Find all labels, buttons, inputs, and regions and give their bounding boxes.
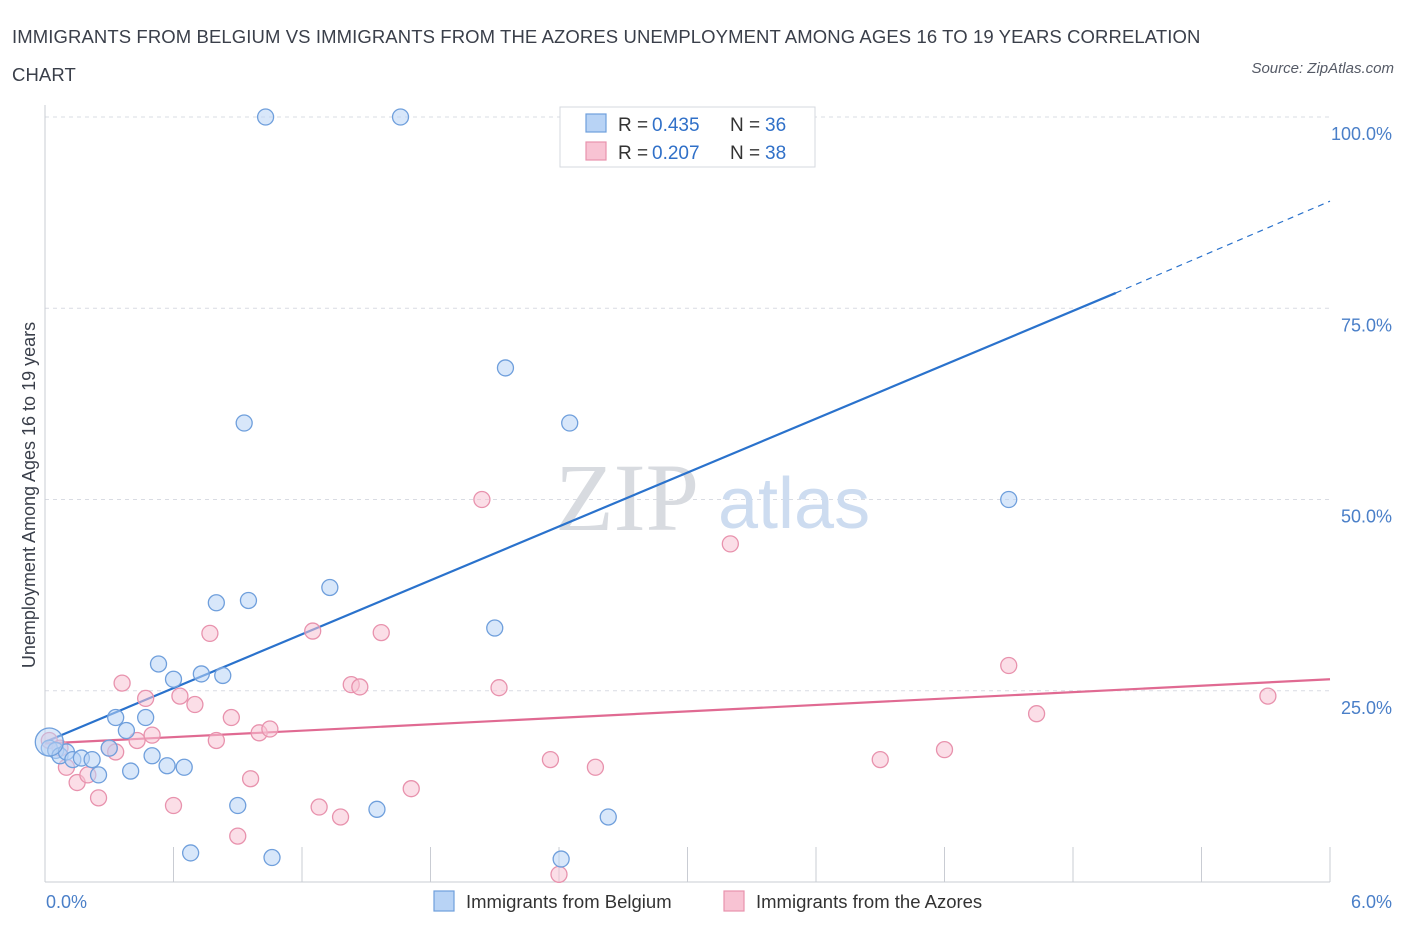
source-credit: Source: ZipAtlas.com — [1251, 60, 1394, 77]
azores-point-16 — [207, 731, 225, 750]
bottom-legend-belgium: Immigrants from Belgium — [466, 891, 672, 912]
legend-r-value-belgium: 0.435 — [652, 115, 700, 136]
legend-n-label-belgium: N = — [730, 115, 760, 136]
azores-point-31 — [541, 750, 560, 769]
azores-point-13 — [171, 687, 189, 705]
x-tick-labels: 0.0% 6.0% — [46, 892, 1392, 912]
y-axis-label: Unemployment Among Ages 16 to 19 years — [19, 322, 39, 668]
azores-point-27 — [372, 623, 390, 642]
watermark: ZIP atlas — [555, 444, 870, 551]
azores-point-10 — [137, 689, 155, 708]
bottom-legend-swatch-azores — [723, 890, 745, 912]
watermark-atlas: atlas — [718, 464, 870, 544]
belgium-point-10 — [117, 721, 136, 740]
belgium-point-11 — [122, 762, 140, 780]
azores-point-11 — [143, 726, 161, 744]
belgium-point-31 — [496, 359, 515, 377]
belgium-point-26 — [263, 848, 281, 867]
series-legend: Immigrants from Belgium Immigrants from … — [433, 890, 982, 912]
azores-point-36 — [1000, 656, 1018, 675]
correlation-legend: R = 0.435 N = 36 R = 0.207 N = 38 — [559, 106, 816, 168]
azores-point-33 — [721, 535, 739, 553]
belgium-point-12 — [137, 708, 155, 727]
belgium-point-16 — [164, 670, 183, 688]
legend-n-value-azores: 38 — [765, 143, 786, 164]
belgium-point-24 — [239, 591, 258, 610]
azores-point-19 — [241, 770, 260, 788]
azores-point-34 — [871, 750, 889, 769]
azores-point-14 — [186, 695, 204, 714]
belgium-point-34 — [599, 808, 617, 826]
belgium-point-8 — [100, 739, 118, 757]
azores-point-32 — [586, 758, 605, 776]
bottom-legend-azores: Immigrants from the Azores — [756, 891, 982, 912]
azores-point-28 — [402, 780, 420, 798]
belgium-point-32 — [552, 850, 570, 868]
belgium-point-18 — [181, 844, 200, 862]
y-tick-labels: 100.0% 75.0% 50.0% 25.0% — [1331, 124, 1392, 718]
belgium-point-35 — [1000, 490, 1018, 509]
trend-line-azores — [44, 678, 1331, 745]
belgium-point-cluster — [34, 727, 64, 757]
legend-n-label-azores: N = — [730, 143, 760, 164]
azores-point-9 — [128, 731, 146, 750]
belgium-point-6 — [83, 750, 101, 769]
belgium-point-29 — [391, 108, 410, 126]
azores-point-30 — [490, 679, 508, 697]
belgium-point-7 — [89, 766, 108, 784]
legend-r-label-azores: R = — [618, 143, 648, 164]
bottom-legend-swatch-belgium — [433, 890, 455, 912]
belgium-points — [34, 108, 1018, 868]
azores-point-24 — [331, 808, 350, 826]
azores-point-18 — [229, 827, 247, 845]
belgium-point-14 — [149, 655, 168, 673]
azores-point-5 — [89, 789, 108, 807]
belgium-point-25 — [256, 108, 275, 126]
x-tick-label-min: 0.0% — [46, 892, 87, 912]
belgium-point-13 — [143, 747, 161, 765]
belgium-point-27 — [321, 578, 339, 597]
chart-title: IMMIGRANTS FROM BELGIUM VS IMMIGRANTS FR… — [12, 26, 1201, 85]
azores-points — [40, 490, 1277, 883]
belgium-point-28 — [368, 800, 386, 818]
grid-lines — [45, 116, 1330, 692]
trend-lines — [44, 200, 1331, 745]
azores-point-23 — [310, 798, 328, 816]
y-tick-label-2: 50.0% — [1341, 507, 1392, 527]
azores-point-22 — [304, 622, 322, 640]
belgium-point-20 — [207, 594, 225, 612]
azores-point-39 — [550, 865, 568, 883]
azores-point-8 — [113, 674, 131, 692]
azores-point-38 — [1259, 687, 1277, 705]
azores-point-17 — [222, 708, 240, 727]
trend-line-belgium-extension — [1115, 200, 1331, 294]
legend-n-value-belgium: 36 — [765, 115, 786, 136]
belgium-point-9 — [107, 708, 125, 727]
belgium-point-33 — [561, 414, 579, 432]
legend-r-label-belgium: R = — [618, 115, 648, 136]
y-tick-label-3: 25.0% — [1341, 698, 1392, 718]
y-tick-label-1: 75.0% — [1341, 315, 1392, 335]
azores-point-29 — [473, 490, 491, 509]
y-tick-label-0: 100.0% — [1331, 124, 1392, 144]
azores-point-21 — [261, 720, 279, 738]
belgium-point-21 — [214, 666, 232, 685]
belgium-point-17 — [175, 758, 193, 776]
azores-point-37 — [1027, 705, 1046, 723]
belgium-point-15 — [158, 757, 176, 775]
legend-swatch-belgium — [585, 113, 607, 133]
legend-swatch-azores — [585, 141, 607, 161]
azores-point-15 — [201, 624, 219, 643]
azores-point-35 — [935, 741, 954, 759]
x-tick-label-max: 6.0% — [1351, 892, 1392, 912]
azores-point-12 — [164, 796, 183, 815]
belgium-point-22 — [229, 796, 247, 815]
belgium-point-23 — [235, 414, 253, 432]
legend-r-value-azores: 0.207 — [652, 143, 700, 164]
azores-point-26 — [351, 678, 369, 696]
belgium-point-30 — [486, 619, 504, 637]
belgium-point-19 — [192, 665, 210, 683]
